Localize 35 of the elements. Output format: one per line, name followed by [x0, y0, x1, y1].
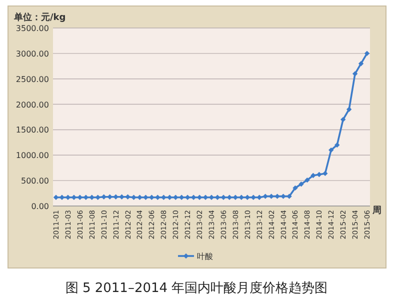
point [310, 172, 316, 178]
y-tick-label: 2500.00 [16, 74, 49, 84]
y-tick-label: 3500.00 [16, 24, 49, 33]
point [286, 194, 292, 199]
point [328, 147, 334, 153]
y-tick-label: 3000.00 [16, 49, 49, 58]
point [352, 71, 358, 76]
point [113, 194, 118, 200]
point [364, 50, 370, 56]
y-tick-label: 0.00 [31, 202, 49, 211]
point [346, 106, 352, 112]
point [280, 194, 286, 199]
point [304, 177, 310, 183]
y-tick-label: 1000.00 [16, 151, 49, 160]
x-axis-title: 周 [372, 205, 382, 216]
point [101, 194, 106, 200]
point [316, 172, 322, 178]
y-tick-label: 1500.00 [16, 126, 49, 135]
y-tick-label: 500.00 [21, 176, 49, 186]
point [262, 194, 268, 199]
y-tick-label: 2000.00 [16, 100, 49, 110]
point [137, 194, 142, 200]
point [292, 185, 298, 191]
point [334, 142, 340, 148]
point [322, 170, 328, 176]
text: 图 5 2011–2014 年国内叶酸月度价格趋势图 [65, 280, 328, 296]
point [143, 194, 148, 200]
legend-label: 叶酸 [197, 252, 213, 261]
y-axis-title: 单位：元/kg [13, 12, 66, 23]
point [358, 61, 364, 66]
point [119, 194, 124, 200]
point [340, 116, 346, 122]
point [131, 194, 136, 200]
point [125, 194, 130, 200]
point [298, 182, 304, 187]
